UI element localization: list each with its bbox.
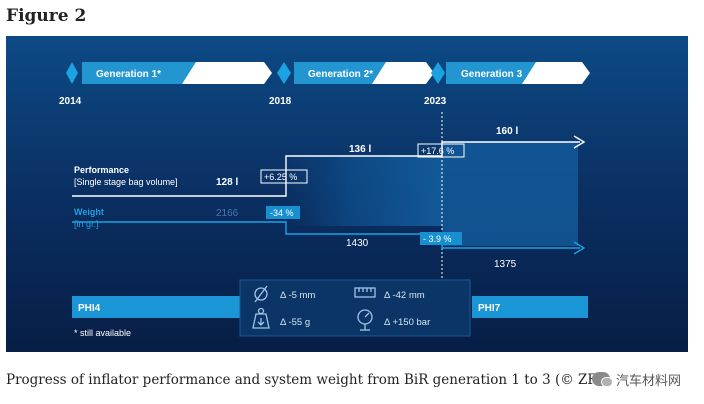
performance-label: Performance	[74, 165, 129, 175]
year-2014: 2014	[59, 96, 82, 107]
pressure-gauge-icon	[357, 309, 373, 331]
performance-line	[72, 135, 586, 197]
weight-value-gen1: 2166	[216, 208, 239, 219]
weight-value-gen3: 1375	[494, 259, 517, 270]
milestone-diamond-2023	[431, 62, 445, 84]
milestone-diamond-2018	[277, 62, 291, 84]
weight-change-badge-gen2	[266, 206, 300, 219]
weight-label: Weight	[74, 207, 104, 217]
year-2018: 2018	[269, 96, 292, 107]
phi7-bar	[472, 296, 588, 318]
performance-sublabel: [Single stage bag volume]	[74, 177, 178, 187]
performance-band	[286, 156, 442, 226]
generation-3-band	[442, 142, 578, 246]
delta-length: Δ -42 mm	[384, 290, 425, 301]
ruler-icon	[354, 287, 376, 298]
wechat-icon	[592, 372, 613, 387]
milestone-diamond-2014	[66, 62, 78, 84]
performance-value-gen2: 136 l	[349, 144, 371, 155]
weight-change-gen3: - 3.9 %	[423, 234, 452, 244]
year-2023: 2023	[424, 96, 447, 107]
weight-change-gen2: -34 %	[270, 208, 294, 218]
figure-caption: Progress of inflator performance and sys…	[6, 372, 603, 388]
generation-2-label: Generation 2*	[308, 69, 373, 80]
diameter-icon	[254, 285, 268, 303]
weight-sublabel: [in gr.]	[74, 219, 99, 229]
performance-change-gen3: +17.6 %	[421, 146, 454, 156]
generation-timeline: Generation 1* Generation 2* Generation 3…	[59, 62, 590, 107]
watermark-text: 汽车材料网	[614, 369, 684, 389]
delta-pressure: Δ +150 bar	[384, 317, 430, 328]
phi4-label: PHI4	[78, 303, 101, 314]
weight-line	[72, 221, 586, 255]
footnote: * still available	[74, 328, 131, 338]
weight-change-badge-gen3	[420, 232, 462, 245]
performance-change-gen2: +6.25 %	[264, 172, 297, 182]
delta-weight: Δ -55 g	[280, 317, 310, 328]
generation-1-label: Generation 1*	[96, 69, 161, 80]
performance-value-gen3: 160 l	[496, 126, 518, 137]
performance-change-badge-gen3	[417, 143, 465, 158]
weight-value-gen2: 1430	[346, 238, 369, 249]
delta-diameter: Δ -5 mm	[280, 290, 315, 301]
generation-3-label: Generation 3	[461, 69, 523, 80]
figure-title: Figure 2	[6, 6, 87, 26]
infographic-panel: Generation 1* Generation 2* Generation 3…	[6, 36, 688, 352]
weight-icon	[252, 307, 270, 329]
phi7-label: PHI7	[478, 303, 501, 314]
performance-change-badge-gen2	[260, 169, 308, 184]
performance-value-gen1: 128 l	[216, 177, 238, 188]
wechat-watermark: 汽车材料网	[592, 368, 684, 390]
phi4-bar	[72, 296, 246, 318]
